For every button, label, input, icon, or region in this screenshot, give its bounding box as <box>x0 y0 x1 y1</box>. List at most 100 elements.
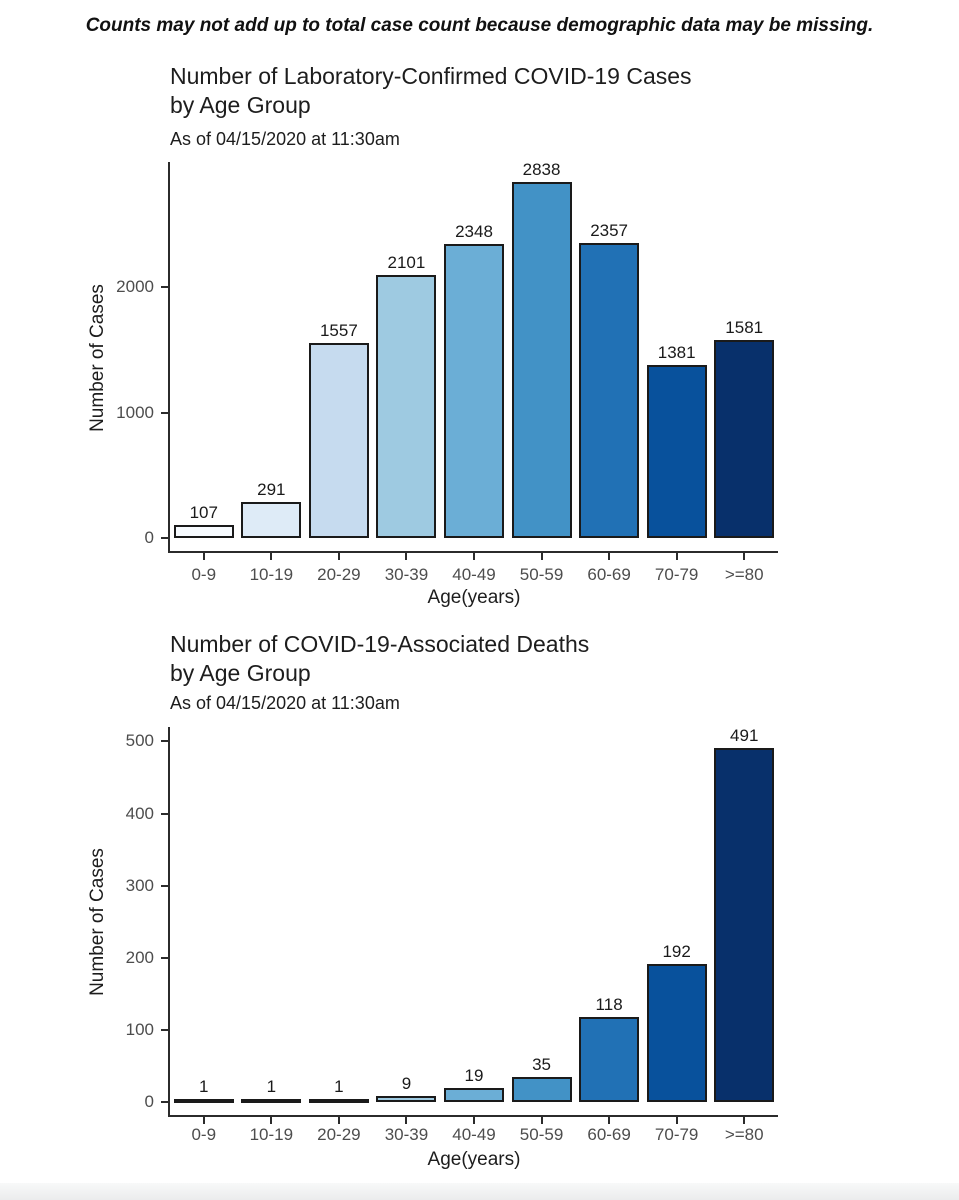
x-tick-mark <box>675 1117 678 1124</box>
x-tick-label: 20-29 <box>317 1125 361 1144</box>
x-tick-label: >=80 <box>724 565 764 584</box>
x-tick-label: 50-59 <box>519 565 564 584</box>
deaths-chart-title-line2: by Age Group <box>170 660 311 686</box>
x-tick-label: 40-49 <box>452 1125 496 1144</box>
bar-value-label: 35 <box>532 1054 551 1074</box>
x-tick-mark <box>675 553 678 560</box>
x-tick-mark <box>608 553 611 560</box>
x-tick-mark <box>202 553 205 560</box>
x-tick-mark <box>540 1117 543 1124</box>
bar-value-label: 118 <box>595 994 623 1014</box>
y-tick-label: 0 <box>144 528 154 547</box>
y-tick-label: 1000 <box>116 402 154 422</box>
bar <box>173 524 234 538</box>
x-tick-mark <box>473 1117 475 1124</box>
x-tick-label: 60-69 <box>587 1125 631 1144</box>
x-tick-mark <box>608 1117 611 1124</box>
bar-value-label: 491 <box>730 725 759 745</box>
x-tick-label: 10-19 <box>249 565 294 584</box>
bar <box>714 747 775 1102</box>
bar-value-label: 1 <box>334 1076 344 1096</box>
bar <box>714 339 775 538</box>
bar <box>173 1098 234 1103</box>
y-tick-mark <box>161 1028 168 1031</box>
bar-value-label: 2838 <box>522 160 561 180</box>
y-tick-label: 100 <box>125 1019 154 1039</box>
x-tick-label: 0-9 <box>191 565 217 584</box>
y-tick-mark <box>161 812 168 815</box>
disclaimer-note: Counts may not add up to total case coun… <box>85 15 874 36</box>
x-tick-label: 20-29 <box>317 565 361 584</box>
bar-value-label: 9 <box>401 1073 412 1093</box>
x-tick-label: 60-69 <box>587 565 631 584</box>
bar <box>444 243 504 538</box>
bar <box>511 182 572 538</box>
cases-chart-subtitle: As of 04/15/2020 at 11:30am <box>170 129 400 149</box>
x-tick-mark <box>405 553 408 560</box>
deaths-chart-subtitle: As of 04/15/2020 at 11:30am <box>170 693 400 713</box>
bar-value-label: 2357 <box>590 220 629 240</box>
bar <box>646 364 707 538</box>
x-tick-label: 10-19 <box>249 1125 294 1144</box>
y-tick-mark <box>161 740 168 743</box>
x-tick-mark <box>540 553 543 560</box>
bar-value-label: 1581 <box>725 317 764 337</box>
bar-value-label: 2101 <box>387 252 426 272</box>
y-tick-mark <box>161 286 168 289</box>
y-tick-mark <box>161 537 168 539</box>
cases-plot-panel <box>168 162 778 553</box>
x-tick-mark <box>337 553 340 560</box>
bar <box>241 501 302 538</box>
y-tick-mark <box>161 411 168 414</box>
cases-x-axis-label: Age(years) <box>427 587 521 608</box>
bar-value-label: 19 <box>464 1066 484 1086</box>
bar <box>579 242 640 538</box>
x-tick-label: 50-59 <box>519 1125 564 1144</box>
bar <box>308 1098 369 1103</box>
bar <box>646 963 707 1102</box>
bar-value-label: 1557 <box>319 320 358 340</box>
bar <box>444 1088 504 1102</box>
x-tick-mark <box>337 1117 340 1124</box>
x-tick-label: 70-79 <box>654 565 699 584</box>
y-tick-label: 0 <box>144 1092 154 1111</box>
x-tick-mark <box>270 553 273 560</box>
x-tick-mark <box>202 1117 205 1124</box>
x-tick-mark <box>743 1117 746 1124</box>
bar-value-label: 192 <box>662 941 691 961</box>
x-tick-mark <box>743 553 746 560</box>
bar-value-label: 1 <box>199 1076 209 1096</box>
bar-value-label: 2348 <box>455 221 493 241</box>
y-tick-label: 200 <box>125 947 154 967</box>
bar-value-label: 291 <box>257 479 286 499</box>
x-tick-label: 30-39 <box>384 565 429 584</box>
x-tick-label: 40-49 <box>452 565 496 584</box>
bar <box>241 1098 302 1103</box>
cases-chart-title: Number of Laboratory-Confirmed COVID-19 … <box>170 62 692 120</box>
bar-value-label: 1381 <box>657 342 696 362</box>
bar <box>511 1076 572 1102</box>
y-tick-label: 500 <box>125 731 154 751</box>
y-tick-mark <box>161 884 168 887</box>
bar-value-label: 1 <box>266 1076 277 1096</box>
y-tick-label: 2000 <box>116 277 154 297</box>
cases-chart-title-line2: by Age Group <box>170 92 311 118</box>
bar <box>376 274 437 538</box>
bar <box>579 1016 640 1102</box>
x-tick-mark <box>270 1117 273 1124</box>
bar <box>376 1095 437 1102</box>
x-tick-mark <box>473 553 475 560</box>
x-tick-label: >=80 <box>724 1125 764 1144</box>
bar <box>308 342 369 538</box>
x-tick-label: 30-39 <box>384 1125 429 1144</box>
y-tick-label: 300 <box>125 875 154 895</box>
y-tick-label: 400 <box>125 803 154 823</box>
y-tick-mark <box>161 956 168 959</box>
cases-chart-title-line1: Number of Laboratory-Confirmed COVID-19 … <box>170 63 692 89</box>
page-bottom-edge <box>0 1183 959 1200</box>
bar-value-label: 107 <box>189 502 218 522</box>
deaths-x-axis-label: Age(years) <box>427 1149 521 1170</box>
deaths-chart-title: Number of COVID-19-Associated Deaths by A… <box>170 630 589 688</box>
deaths-plot-panel <box>168 727 778 1117</box>
x-tick-label: 0-9 <box>191 1125 217 1144</box>
